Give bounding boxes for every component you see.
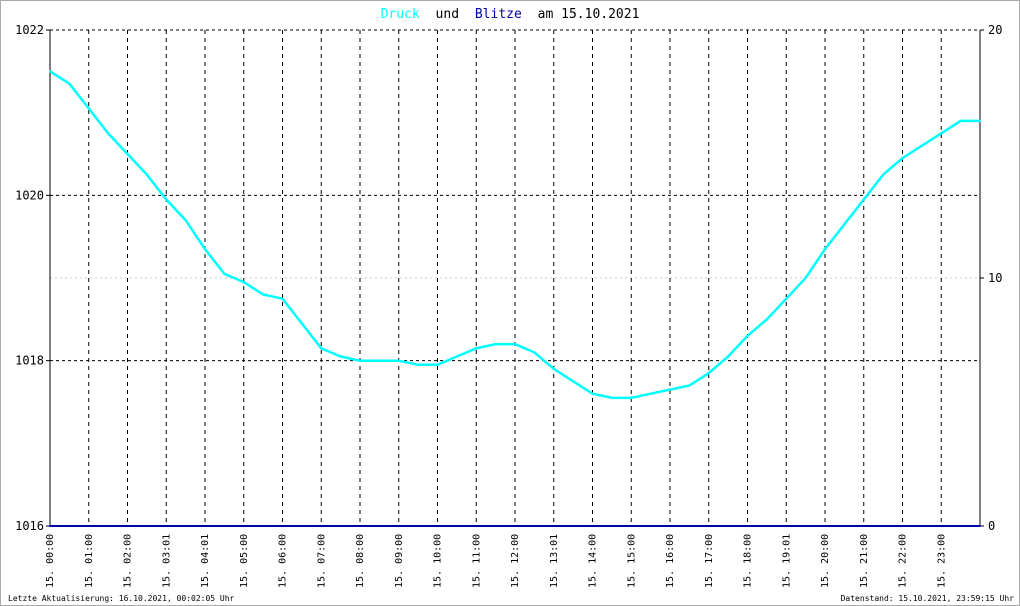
y-left-tick-label: 1020 [15,188,44,202]
x-tick-label: 15. 00:00 [45,534,56,588]
data-point-druck [378,359,381,362]
data-point-blitze [49,525,51,527]
data-point-druck [746,334,749,337]
data-point-druck [184,219,187,222]
y-right-tick-label: 10 [988,271,1002,285]
x-tick-label: 15. 17:00 [704,534,715,588]
x-tick-label: 15. 08:00 [355,534,366,588]
data-point-druck [204,248,206,251]
title-join: und [436,7,459,22]
data-point-druck [339,355,342,358]
last-update-text: Letzte Aktualisierung: 16.10.2021, 00:02… [8,594,235,603]
x-tick-label: 15. 11:00 [471,534,482,588]
x-tick-label: 15. 05:00 [239,534,250,588]
title-series-pressure: Druck [381,7,420,22]
x-tick-label: 15. 01:00 [84,534,95,588]
data-point-druck [281,297,284,300]
data-point-druck [49,70,51,73]
data-point-druck [417,363,420,366]
x-tick-label: 15. 13:01 [549,534,560,588]
x-tick-label: 15. 22:00 [898,534,909,588]
x-tick-label: 15. 06:00 [278,534,289,588]
data-point-druck [359,359,361,362]
data-point-druck [843,223,846,226]
chart-title: Druck und Blitze am 15.10.2021 [381,7,640,22]
data-point-druck [165,198,168,201]
x-tick-label: 15. 04:01 [200,534,211,588]
x-tick-label: 15. 09:00 [394,534,405,588]
data-point-druck [242,281,245,284]
x-tick-label: 15. 15:00 [626,534,637,588]
data-point-druck [436,363,439,366]
data-point-druck [669,388,671,391]
x-tick-label: 15. 07:00 [316,534,327,588]
x-tick-label: 15. 03:01 [161,534,172,588]
data-point-druck [901,157,904,160]
x-tick-label: 15. 20:00 [820,534,831,588]
title-date: am 15.10.2021 [538,7,640,22]
x-tick-label: 15. 21:00 [859,534,870,588]
data-point-druck [397,359,400,362]
data-point-druck [707,372,710,375]
data-point-druck [126,153,129,155]
x-tick-label: 15. 14:00 [588,534,599,588]
data-point-druck [804,277,807,279]
data-status-text: Datenstand: 15.10.2021, 23:59:15 Uhr [841,594,1015,603]
y-right-tick-label: 20 [988,23,1002,37]
data-point-druck [475,347,478,350]
x-tick-label: 15. 02:00 [123,534,134,588]
data-point-druck [824,248,826,251]
data-point-druck [591,392,594,395]
title-series-lightning: Blitze [475,7,522,22]
x-tick-label: 15. 10:00 [433,534,444,588]
data-point-druck [320,347,323,350]
y-left-tick-label: 1018 [15,354,44,368]
data-point-druck [649,392,652,395]
data-point-druck [87,107,90,110]
x-tick-label: 15. 23:00 [936,534,947,588]
grid-lines [50,29,980,526]
y-right-tick-label: 0 [988,519,995,533]
data-point-druck [940,132,943,135]
data-point-druck [455,355,458,358]
data-point-druck [514,343,516,346]
data-point-druck [959,119,962,122]
x-tick-label: 15. 16:00 [665,534,676,588]
data-point-druck [300,322,303,325]
data-point-druck [610,396,613,399]
x-tick-label: 15. 18:00 [743,534,754,588]
data-point-druck [107,132,110,135]
data-point-druck [572,380,575,383]
x-tick-label: 15. 12:00 [510,534,521,588]
data-point-druck [688,384,691,387]
data-point-druck [765,318,768,321]
y-left-tick-label: 1022 [15,23,44,37]
data-point-druck [920,144,923,147]
data-point-druck [223,272,226,275]
data-point-druck [552,367,555,370]
data-point-druck [979,119,981,122]
data-point-druck [785,297,788,300]
y-left-tick-label: 1016 [15,519,44,533]
data-point-druck [862,198,865,201]
data-point-druck [533,351,536,354]
data-point-druck [882,173,885,176]
data-point-druck [630,396,633,399]
data-point-blitze [979,525,981,527]
data-series [49,70,981,527]
data-point-druck [68,82,71,85]
data-point-druck [494,343,497,346]
data-point-druck [262,293,265,296]
x-tick-label: 15. 19:01 [781,534,792,588]
data-point-druck [145,173,148,176]
data-point-druck [727,355,730,358]
